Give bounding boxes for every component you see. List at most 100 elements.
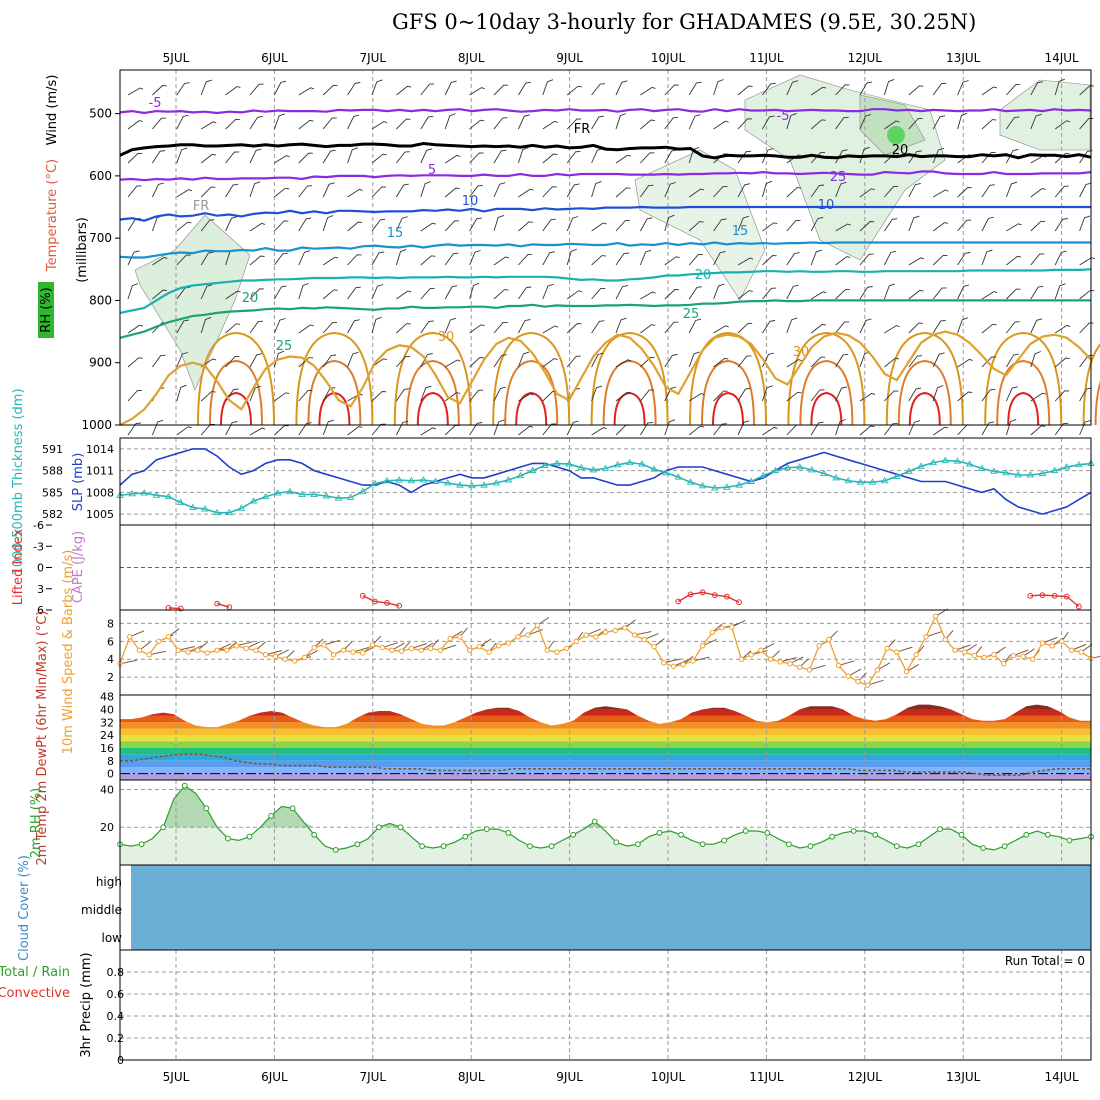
wind-speed-marker	[593, 634, 599, 640]
warm-contour	[602, 359, 657, 426]
warm-contour	[1007, 391, 1040, 426]
wind-barb	[322, 117, 337, 130]
wind-barb	[640, 86, 656, 96]
wind-barb	[249, 116, 263, 130]
wind-speed-marker	[1068, 647, 1075, 653]
top-date-label: 13JUL	[946, 51, 981, 65]
wind-barb	[786, 80, 799, 96]
wind-barb	[688, 393, 705, 402]
wind-speed-marker	[486, 649, 492, 655]
wind-barb	[1006, 353, 1019, 368]
wind-barb	[225, 421, 238, 436]
temperature-band	[120, 754, 1091, 761]
wind-speed-marker	[962, 649, 968, 655]
cape-axis-label: CAPE (J/kg)	[71, 531, 86, 603]
wind-barb	[249, 181, 261, 198]
contour-label: 25	[683, 307, 700, 322]
thickness-marker	[419, 476, 428, 483]
lifted-index-marker	[1051, 592, 1058, 599]
wind-speed-marker	[855, 678, 861, 685]
wind-barb	[615, 154, 632, 164]
wind-speed-marker	[777, 659, 783, 665]
wind-speed-marker	[981, 654, 987, 661]
wind-speed-marker	[505, 640, 512, 646]
pressure-axis-label: (millibars)	[75, 217, 90, 283]
wind-barb	[396, 118, 411, 130]
thickness-marker	[941, 456, 950, 463]
wind-barb	[176, 221, 192, 232]
wind-barb	[420, 353, 433, 368]
wind-barb	[347, 221, 363, 232]
wind-speed-marker	[311, 644, 317, 651]
wind-barb	[786, 317, 798, 334]
warm-contour	[701, 359, 755, 426]
wind-barb	[737, 150, 752, 164]
thickness-marker	[152, 491, 161, 498]
grid-layer	[120, 70, 1091, 1060]
thickness-marker	[346, 493, 355, 500]
wind-barb	[517, 114, 530, 130]
thickness-marker	[249, 497, 258, 504]
wind-speed-marker	[709, 629, 716, 636]
wind-speed-marker	[758, 647, 764, 653]
wind-barb	[957, 424, 972, 436]
wind-barb	[298, 119, 314, 130]
wind-speed-marker	[573, 638, 580, 645]
rh-marker	[354, 841, 361, 848]
wind-barb	[444, 187, 460, 198]
wind-barb	[444, 285, 458, 300]
rh-marker	[527, 843, 533, 850]
wind-barb	[713, 186, 728, 198]
contour-label: 15	[387, 226, 404, 241]
wind-barb	[127, 87, 144, 96]
wind-speed-marker	[680, 661, 686, 668]
wind-barb	[225, 86, 241, 96]
wind-barb	[127, 250, 140, 266]
lifted-index-marker	[675, 598, 682, 605]
wind-speed-marker	[894, 649, 900, 655]
wind-barb	[396, 323, 411, 334]
rh-marker	[181, 782, 188, 789]
wind-speed-marker	[767, 656, 774, 662]
wind-barb	[322, 289, 338, 300]
thickness-marker	[783, 463, 792, 471]
wind-barb	[127, 324, 144, 334]
wind-barb	[591, 352, 604, 368]
wind-speed-marker	[1030, 656, 1036, 662]
isotherm-line	[119, 141, 1092, 160]
wind-barb	[859, 114, 872, 130]
wind-barb	[298, 357, 314, 368]
wind-barb	[762, 222, 778, 232]
thickness-marker	[456, 481, 464, 488]
wind-speed-marker	[554, 649, 560, 655]
wind-speed-marker	[913, 652, 919, 658]
isotherm-line	[119, 170, 1092, 182]
wind-barb	[884, 422, 898, 436]
isotherm-line	[119, 241, 1091, 259]
wind-barb	[493, 256, 510, 266]
wind-barb	[152, 117, 167, 130]
wind-speed-marker	[360, 650, 366, 656]
wind-barb	[957, 80, 969, 96]
thickness-marker	[480, 481, 488, 488]
thickness-marker	[1062, 463, 1071, 470]
wind-barb	[322, 182, 335, 198]
wind-barb	[127, 283, 139, 300]
wind-barb	[1079, 182, 1092, 198]
thickness-marker	[468, 481, 476, 489]
wind-barb	[566, 85, 582, 96]
wind-barb	[688, 81, 702, 96]
wind-barb	[786, 252, 800, 266]
wind-speed-marker	[398, 648, 405, 654]
rh-marker	[1066, 837, 1073, 844]
wind-barb	[786, 424, 801, 436]
wind-speed-marker	[418, 647, 424, 653]
wind-barb	[249, 83, 264, 96]
wind-barb	[1030, 285, 1044, 300]
wind-barb	[347, 188, 363, 198]
wind-barb	[469, 217, 482, 232]
wind-barb	[566, 118, 582, 130]
thickness-marker	[589, 466, 598, 473]
bottom-date-label: 6JUL	[261, 1070, 288, 1084]
wind-barb	[810, 421, 824, 436]
